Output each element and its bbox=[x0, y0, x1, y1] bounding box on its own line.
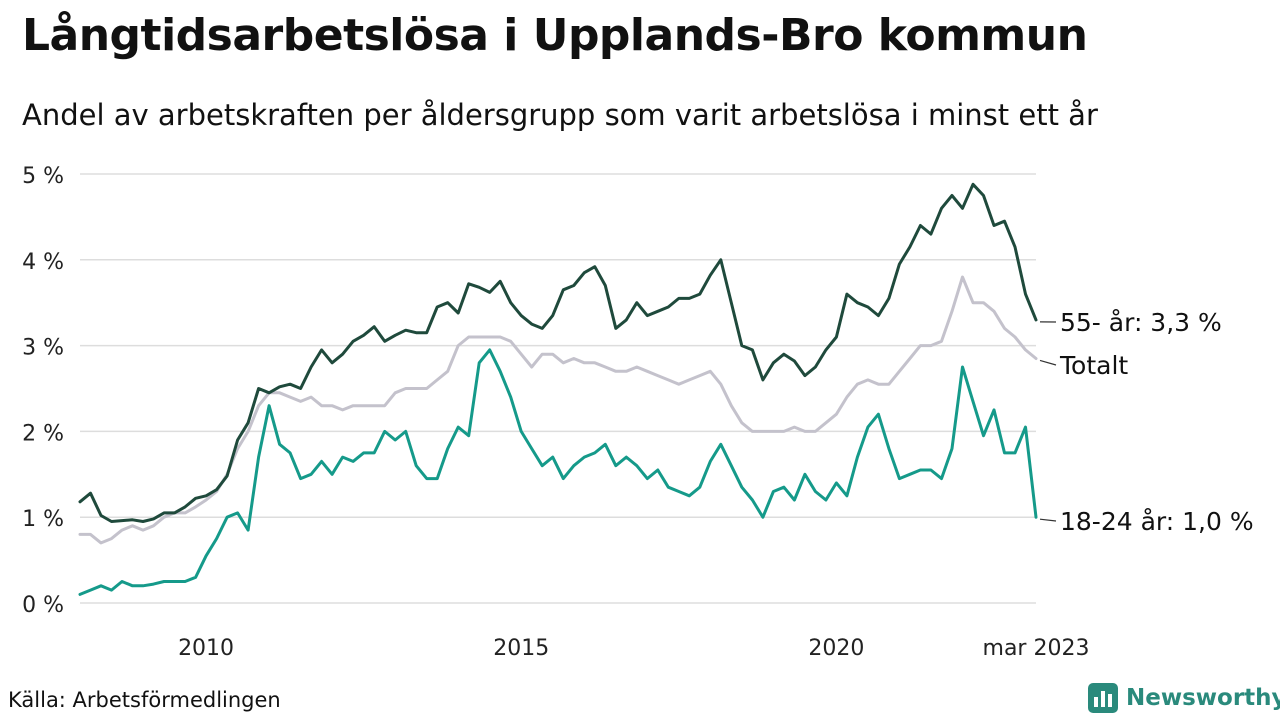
x-tick-label: mar 2023 bbox=[983, 636, 1090, 661]
series-line-older bbox=[78, 182, 1038, 523]
chart-subtitle: Andel av arbetskraften per åldersgrupp s… bbox=[22, 98, 1098, 132]
brand-name: Newsworthy bbox=[1126, 685, 1280, 711]
brand-logo: Newsworthy bbox=[1088, 683, 1280, 713]
series-line-total bbox=[78, 275, 1038, 545]
source-note: Källa: Arbetsförmedlingen bbox=[8, 688, 281, 712]
series-label-older: 55- år: 3,3 % bbox=[1060, 308, 1222, 337]
y-tick-label: 4 % bbox=[22, 250, 64, 275]
y-tick-label: 0 % bbox=[22, 593, 64, 618]
bar-chart-icon bbox=[1088, 683, 1118, 713]
x-tick-label: 2010 bbox=[178, 636, 234, 661]
series-label-young: 18-24 år: 1,0 % bbox=[1060, 507, 1254, 536]
y-tick-label: 1 % bbox=[22, 507, 64, 532]
x-tick-label: 2020 bbox=[808, 636, 864, 661]
y-tick-label: 3 % bbox=[22, 336, 64, 361]
y-tick-label: 2 % bbox=[22, 421, 64, 446]
series-line-young bbox=[78, 348, 1038, 596]
chart-title: Långtidsarbetslösa i Upplands-Bro kommun bbox=[22, 10, 1088, 61]
label-leader-line bbox=[1039, 359, 1057, 366]
x-tick-label: 2015 bbox=[493, 636, 549, 661]
y-tick-label: 5 % bbox=[22, 164, 64, 189]
label-leader-line bbox=[1039, 518, 1057, 522]
series-label-total: Totalt bbox=[1059, 351, 1128, 380]
